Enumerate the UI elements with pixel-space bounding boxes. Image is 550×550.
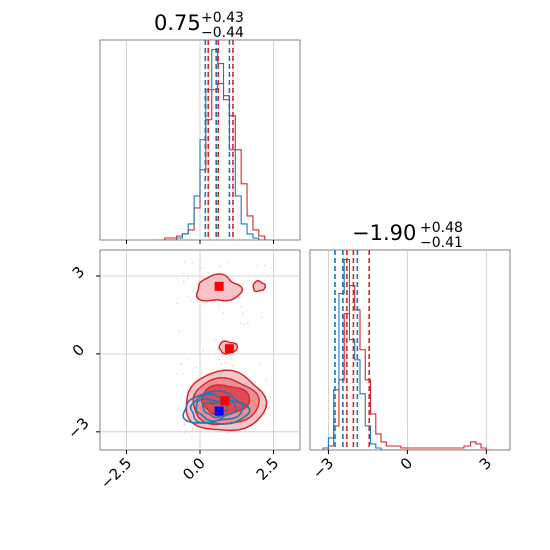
joint-sample-point xyxy=(183,272,185,275)
joint-sample-point xyxy=(243,323,245,325)
joint-sample-point xyxy=(226,261,229,263)
marginal-histogram-param-2: −3 0 3 xyxy=(309,249,511,482)
joint-sample-point xyxy=(207,271,210,274)
joint-sample-point xyxy=(247,320,249,323)
joint-sample-point xyxy=(227,431,230,434)
joint-sample-point xyxy=(183,424,186,426)
joint-sample-point xyxy=(195,366,198,369)
joint-tick-label-x-0: −2.5 xyxy=(97,454,135,492)
joint-sample-point xyxy=(200,267,203,269)
joint-sample-point xyxy=(206,373,208,375)
joint-sample-point xyxy=(225,361,227,364)
histogram-1-blue xyxy=(158,48,271,240)
joint-series xyxy=(176,261,268,438)
joint-sample-point xyxy=(249,274,252,277)
joint-sample-point xyxy=(176,302,179,305)
joint-sample-point xyxy=(201,349,204,352)
marginal-2-tick-label-1: 0 xyxy=(397,454,416,473)
joint-sample-point xyxy=(187,357,189,360)
joint-sample-point xyxy=(191,429,194,432)
joint-sample-point xyxy=(176,372,178,375)
joint-sample-point xyxy=(191,436,193,438)
joint-tick-label-y-1: 0 xyxy=(69,341,88,360)
joint-sample-point xyxy=(239,321,242,324)
red-contour-upper-side xyxy=(252,280,266,293)
histogram-1-red xyxy=(158,83,271,240)
joint-sample-point xyxy=(230,358,233,360)
blue-mode-marker xyxy=(214,406,224,416)
title-param-2-minus: −0.41 xyxy=(420,235,463,251)
joint-sample-point xyxy=(242,312,244,315)
joint-sample-point xyxy=(186,277,189,280)
joint-sample-point xyxy=(237,348,240,350)
joint-sample-point xyxy=(230,353,233,355)
histogram-2-red xyxy=(323,285,492,450)
joint-sample-point xyxy=(184,261,186,263)
marginal-2-series xyxy=(322,250,492,450)
joint-tick-label-x-2: 2.5 xyxy=(253,454,283,484)
joint-sample-point xyxy=(190,299,192,302)
title-param-1-plus: +0.43 xyxy=(201,10,244,26)
title-param-2-plus: +0.48 xyxy=(420,220,463,236)
joint-contour-panel: −2.5 0.0 2.5 −3 0 3 xyxy=(64,249,301,493)
joint-sample-point xyxy=(256,265,259,267)
joint-sample-point xyxy=(192,427,194,429)
joint-sample-point xyxy=(220,362,223,365)
joint-sample-point xyxy=(191,262,194,264)
joint-sample-point xyxy=(240,305,242,308)
marginal-2-frame xyxy=(309,249,511,451)
marginal-1-series xyxy=(158,40,271,240)
joint-tick-label-y-2: 3 xyxy=(69,263,88,282)
joint-sample-point xyxy=(265,378,268,381)
marginal-histogram-param-1 xyxy=(99,39,301,244)
joint-sample-point xyxy=(177,408,180,411)
joint-sample-point xyxy=(198,280,200,282)
joint-sample-point xyxy=(260,316,263,319)
joint-sample-point xyxy=(218,305,220,308)
joint-tick-label-y-0: −3 xyxy=(64,414,92,442)
joint-sample-point xyxy=(216,348,219,351)
joint-sample-point xyxy=(221,337,224,339)
joint-sample-point xyxy=(246,323,248,325)
joint-sample-point xyxy=(218,358,220,361)
title-param-1-minus: −0.44 xyxy=(201,25,244,41)
joint-sample-point xyxy=(231,363,233,366)
blue-contour-0 xyxy=(182,390,251,425)
joint-tick-label-x-1: 0.0 xyxy=(179,454,209,484)
title-param-2: −1.90 xyxy=(352,221,416,245)
joint-sample-point xyxy=(183,432,185,435)
joint-sample-point xyxy=(200,372,203,375)
joint-sample-point xyxy=(182,280,185,283)
red-mode-marker-middle xyxy=(224,344,234,354)
joint-sample-point xyxy=(180,363,182,365)
joint-sample-point xyxy=(237,282,240,285)
joint-sample-point xyxy=(264,264,266,267)
histogram-2-blue xyxy=(322,258,492,450)
joint-sample-point xyxy=(218,265,221,268)
joint-sample-point xyxy=(178,330,181,332)
title-param-1: 0.75 xyxy=(154,11,201,35)
red-mode-marker-lower xyxy=(220,396,230,406)
joint-sample-point xyxy=(222,312,225,314)
joint-sample-point xyxy=(232,365,235,367)
marginal-2-tick-label-2: 3 xyxy=(476,454,495,473)
marginal-2-tick-label-0: −3 xyxy=(309,454,337,482)
joint-sample-point xyxy=(181,373,184,375)
red-mode-marker-upper xyxy=(214,281,224,291)
joint-sample-point xyxy=(215,339,217,341)
joint-sample-point xyxy=(259,362,261,365)
joint-sample-point xyxy=(187,296,190,298)
